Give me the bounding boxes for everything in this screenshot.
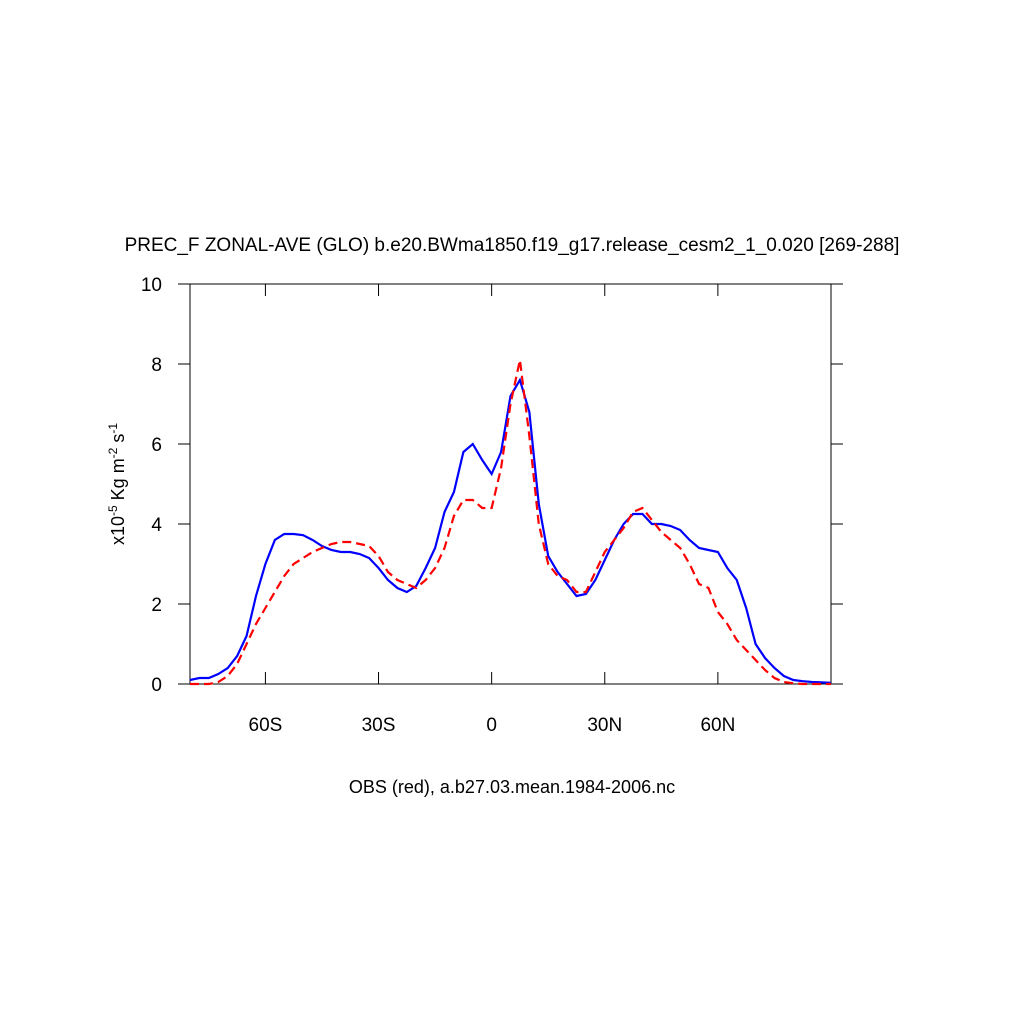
y-label-sup: -1 (106, 423, 120, 434)
x-tick-label: 60S (249, 715, 283, 736)
y-tick-label: 10 (141, 275, 162, 296)
x-tick-label: 60N (700, 715, 735, 736)
data-line (190, 359, 831, 686)
y-tick-label: 6 (151, 435, 162, 456)
y-tick-label: 8 (151, 355, 162, 376)
plot-frame (189, 283, 832, 685)
x-tick-label: 30N (587, 715, 622, 736)
y-label-sup: -2 (106, 447, 120, 458)
x-tick-label: 0 (486, 715, 497, 736)
y-tick-label: 4 (151, 515, 162, 536)
y-label-text: s (108, 434, 128, 443)
y-label-text: Kg m (108, 458, 128, 500)
data-line (189, 377, 832, 684)
chart-title: PREC_F ZONAL-AVE (GLO) b.e20.BWma1850.f1… (125, 235, 900, 256)
x-axis-label: OBS (red), a.b27.03.mean.1984-2006.nc (349, 777, 675, 797)
y-label-sup: -5 (106, 505, 120, 516)
y-tick-label: 2 (151, 595, 162, 616)
y-tick-label: 0 (151, 675, 162, 696)
x-tick-label: 30S (362, 715, 396, 736)
y-axis-label: x10-5 Kg m-2 s-1 (106, 423, 128, 545)
y-label-text: x10 (108, 516, 128, 545)
